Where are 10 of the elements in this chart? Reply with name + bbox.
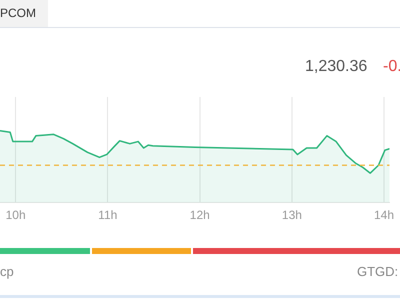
text: cp [0,264,14,279]
text: GTGD: [357,264,398,279]
x-tick-label: 11h [98,208,118,222]
x-tick-label: 10h [6,208,26,222]
chart-title: PCOM [0,0,48,27]
text: 1,230.36 [305,58,368,76]
text: -0. [383,58,400,76]
x-tick-label: 14h [374,208,394,222]
x-tick-label: 12h [190,208,210,222]
x-tick-label: 13h [282,208,302,222]
